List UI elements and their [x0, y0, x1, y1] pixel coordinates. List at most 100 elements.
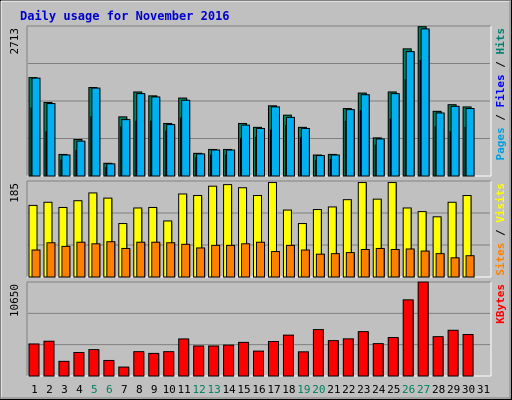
x-tick-label: 20 — [312, 383, 325, 396]
bar-pages — [61, 154, 71, 177]
bar-kbytes-body — [432, 336, 444, 377]
bar-pages — [136, 93, 146, 177]
bar-sites-body — [211, 244, 221, 278]
bar-kbytes — [267, 340, 279, 377]
bar-sites — [196, 247, 206, 278]
bar-kbytes-body — [163, 351, 175, 377]
x-tick-label: 26 — [402, 383, 415, 396]
x-tick-label: 23 — [357, 383, 370, 396]
bar-kbytes — [282, 334, 294, 377]
bar-pages — [211, 149, 221, 177]
x-tick-label: 10 — [163, 383, 176, 396]
x-tick-label: 16 — [252, 383, 265, 396]
bar-pages — [91, 87, 101, 177]
bar-pages-body — [136, 93, 146, 177]
bar-sites-body — [31, 249, 41, 278]
bar-pages-body — [166, 124, 176, 177]
bar-kbytes — [208, 345, 220, 377]
bar-pages — [315, 155, 325, 177]
x-tick-label: 15 — [237, 383, 250, 396]
bar-pages-body — [435, 112, 445, 177]
bar-sites-body — [270, 251, 280, 278]
bar-pages — [330, 154, 340, 177]
bar-sites — [435, 253, 445, 278]
bar-pages-body — [211, 149, 221, 177]
bar-sites — [76, 241, 86, 278]
bar-sites-body — [61, 245, 71, 278]
bar-kbytes-body — [133, 351, 145, 377]
bar-sites — [300, 249, 310, 278]
series-label-part: Sites — [494, 243, 507, 276]
bar-kbytes-body — [282, 334, 294, 377]
bar-pages — [435, 112, 445, 177]
bar-pages — [181, 99, 191, 177]
series-label-part: Hits — [494, 28, 507, 55]
bar-pages-body — [226, 149, 236, 177]
bar-kbytes-body — [58, 360, 70, 377]
x-tick-label: 19 — [297, 383, 310, 396]
bar-pages-body — [375, 138, 385, 177]
x-tick-label: 2 — [46, 383, 53, 396]
y-max-label: 185 — [8, 183, 21, 203]
bar-kbytes-body — [223, 344, 235, 377]
bar-sites — [450, 257, 460, 278]
bar-sites — [330, 253, 340, 278]
bar-sites-body — [405, 248, 415, 278]
bar-sites-body — [360, 248, 370, 278]
bar-sites — [211, 244, 221, 278]
bar-kbytes — [28, 343, 40, 377]
bar-sites-body — [121, 247, 131, 278]
bar-sites-body — [300, 249, 310, 278]
bar-pages — [345, 109, 355, 177]
bar-kbytes-body — [253, 350, 265, 377]
bar-kbytes-body — [327, 340, 339, 377]
bar-kbytes-body — [267, 340, 279, 377]
y-max-label: 2713 — [8, 28, 21, 55]
bar-pages — [285, 116, 295, 177]
series-label: Pages / Files / Hits — [494, 28, 507, 161]
bar-sites — [390, 248, 400, 278]
bar-sites-body — [76, 241, 86, 278]
bar-kbytes — [223, 344, 235, 377]
bar-kbytes — [43, 340, 55, 377]
bar-pages — [121, 119, 131, 177]
x-tick-label: 11 — [178, 383, 191, 396]
bar-kbytes-body — [148, 352, 160, 377]
bar-pages-body — [151, 96, 161, 177]
bar-kbytes — [238, 341, 250, 377]
bar-sites — [121, 247, 131, 278]
x-tick-label: 3 — [61, 383, 68, 396]
bar-sites — [345, 252, 355, 278]
bar-pages-body — [256, 127, 266, 177]
bar-pages-body — [61, 154, 71, 177]
x-tick-label: 29 — [447, 383, 460, 396]
x-tick-label: 5 — [91, 383, 98, 396]
bar-kbytes — [193, 345, 205, 377]
x-tick-label: 4 — [76, 383, 83, 396]
bar-pages — [46, 103, 56, 177]
x-tick-label: 6 — [106, 383, 113, 396]
bar-kbytes — [312, 329, 324, 377]
bar-pages — [270, 106, 280, 177]
chart-title: Daily usage for November 2016 — [20, 9, 230, 23]
panel-bottom: 10650 KBytes — [8, 281, 507, 377]
bar-pages-body — [31, 77, 41, 177]
x-tick-label: 14 — [222, 383, 236, 396]
bar-sites-body — [285, 244, 295, 278]
bar-sites — [31, 249, 41, 278]
bar-kbytes-body — [43, 340, 55, 377]
bar-kbytes-body — [297, 351, 309, 377]
bar-sites — [106, 241, 116, 278]
bar-sites-body — [390, 248, 400, 278]
bar-kbytes — [357, 331, 369, 377]
bar-pages — [465, 108, 475, 177]
bar-pages — [405, 51, 415, 177]
bar-sites — [405, 248, 415, 278]
bar-kbytes-body — [402, 299, 414, 377]
x-tick-label: 30 — [462, 383, 475, 396]
bar-kbytes-body — [462, 334, 474, 377]
bar-pages — [241, 124, 251, 177]
bar-pages-body — [390, 93, 400, 177]
bar-kbytes — [387, 337, 399, 377]
